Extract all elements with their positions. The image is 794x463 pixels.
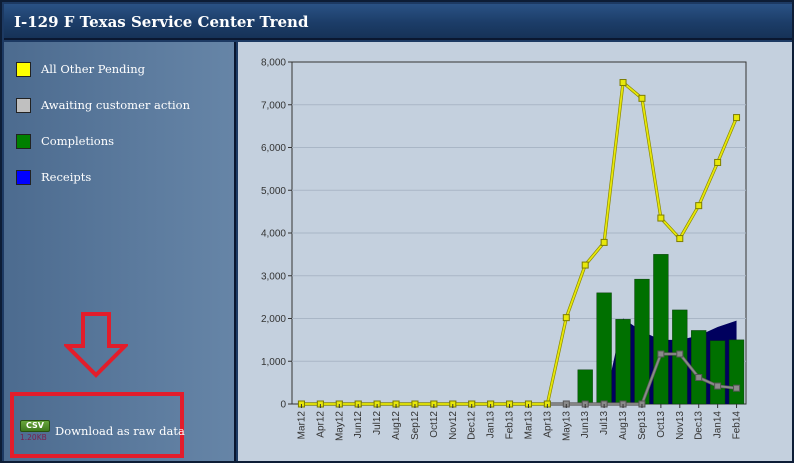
y-tick-label: 3,000 (261, 271, 286, 282)
pending-marker (600, 238, 608, 246)
x-tick-label: Nov12 (448, 411, 459, 440)
completions-bar (691, 330, 707, 405)
legend-sidebar: All Other Pending Awaiting customer acti… (4, 42, 236, 461)
legend-label: Completions (41, 134, 115, 148)
y-tick-label: 1,000 (261, 357, 286, 368)
x-tick-label: Apr13 (542, 411, 553, 438)
x-tick-label: Aug13 (618, 411, 629, 440)
down-arrow-icon (64, 312, 128, 378)
download-highlight-box: CSV 1.20KB Download as raw data (10, 392, 185, 458)
completions-bar (596, 292, 612, 405)
legend-swatch-green (16, 133, 31, 149)
y-tick-label: 7,000 (261, 100, 286, 111)
legend-swatch-yellow (16, 61, 31, 77)
download-raw-data-link[interactable]: Download as raw data (55, 424, 185, 438)
y-tick-label: 8,000 (261, 58, 286, 69)
x-tick-label: Jun13 (580, 411, 591, 439)
x-tick-label: Feb14 (732, 411, 743, 440)
x-tick-label: Jul12 (372, 411, 383, 435)
completions-bar (634, 278, 650, 405)
x-tick-label: Jan13 (486, 411, 497, 439)
x-tick-label: Mar13 (523, 411, 534, 440)
legend-label: Receipts (41, 170, 92, 184)
pending-marker (562, 314, 570, 322)
title-bar: I-129 F Texas Service Center Trend (4, 4, 792, 40)
file-size: 1.20KB (20, 433, 47, 442)
legend-swatch-gray (16, 97, 31, 113)
awaiting-marker (733, 384, 741, 392)
x-tick-label: Jan14 (713, 411, 724, 439)
completions-bar (615, 319, 631, 405)
completions-bar (653, 254, 669, 405)
pending-marker (714, 158, 722, 166)
x-tick-label: Jun12 (353, 411, 364, 439)
y-tick-label: 6,000 (261, 143, 286, 154)
y-tick-label: 4,000 (261, 229, 286, 240)
x-tick-label: May12 (334, 411, 345, 441)
y-tick-label: 5,000 (261, 186, 286, 197)
x-tick-label: Mar12 (296, 411, 307, 440)
pending-marker (657, 214, 665, 222)
x-tick-label: Nov13 (675, 411, 686, 440)
legend-swatch-blue (16, 169, 31, 185)
legend-item-all-other-pending: All Other Pending (16, 59, 145, 79)
x-tick-label: Feb13 (505, 411, 516, 440)
pending-marker (638, 94, 646, 102)
x-tick-label: Aug12 (391, 411, 402, 440)
completions-bar (709, 340, 726, 405)
x-tick-label: May13 (561, 411, 572, 441)
legend-item-completions: Completions (16, 131, 114, 151)
x-tick-label: Sep12 (410, 411, 421, 440)
pending-marker (676, 235, 684, 243)
awaiting-marker (695, 373, 703, 381)
trend-chart: 0 1,000 2,000 3,000 4,000 5,000 6,000 7,000 8,00… (261, 58, 747, 441)
x-tick-label: Dec12 (467, 411, 478, 440)
trend-chart-panel: 0 1,000 2,000 3,000 4,000 5,000 6,000 7,000 8,00… (238, 42, 792, 461)
legend-item-awaiting-customer-action: Awaiting customer action (16, 95, 190, 115)
x-tick-label: Oct12 (429, 411, 440, 438)
pending-marker (581, 261, 589, 269)
legend-label: All Other Pending (41, 62, 145, 76)
pending-marker (733, 114, 741, 122)
completions-bar (577, 369, 593, 405)
awaiting-marker (657, 350, 665, 358)
legend-item-receipts: Receipts (16, 167, 91, 187)
x-tick-label: Apr12 (315, 411, 326, 438)
x-tick-label: Jul13 (599, 411, 610, 435)
completions-bar (728, 339, 745, 405)
legend-label: Awaiting customer action (41, 98, 190, 112)
x-tick-label: Dec13 (694, 411, 705, 440)
awaiting-marker (714, 382, 722, 390)
y-tick-label: 2,000 (261, 314, 286, 325)
csv-file-icon[interactable]: CSV (20, 420, 50, 432)
x-tick-label: Sep13 (637, 411, 648, 440)
y-tick-label: 0 (280, 400, 286, 411)
awaiting-marker (676, 350, 684, 358)
pending-marker (619, 79, 627, 87)
page-title: I-129 F Texas Service Center Trend (14, 13, 309, 31)
x-tick-label: Oct13 (656, 411, 667, 438)
pending-marker (695, 202, 703, 210)
